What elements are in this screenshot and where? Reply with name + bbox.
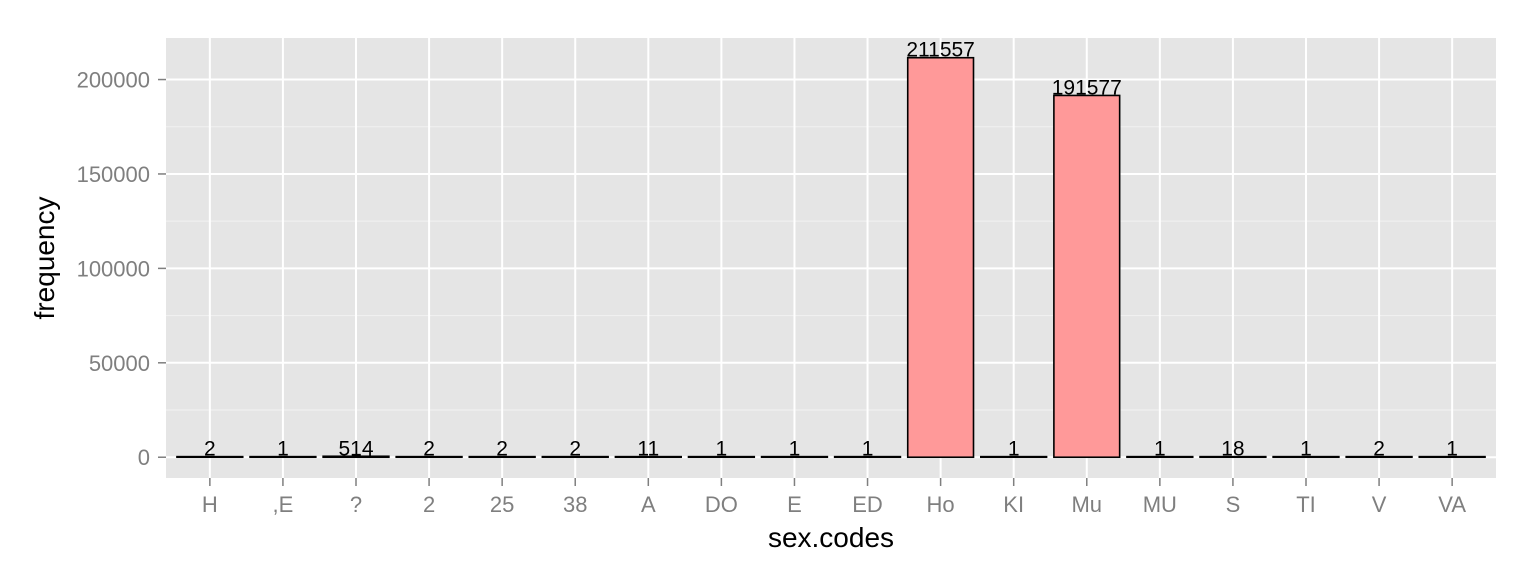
- major-gridlines: [166, 38, 1496, 478]
- bar: [687, 455, 756, 459]
- bar: [833, 455, 902, 459]
- x-tick-label: ,E: [273, 492, 294, 517]
- bar: [906, 56, 975, 459]
- data-label: 1: [789, 438, 801, 461]
- data-label: 191577: [1052, 76, 1122, 99]
- bar: [176, 455, 244, 459]
- x-tick-label: TI: [1296, 492, 1316, 517]
- bar: [1345, 455, 1413, 459]
- bar: [1126, 455, 1194, 459]
- bar: [322, 455, 390, 459]
- data-label: 1: [1300, 438, 1312, 461]
- data-label: 11: [637, 438, 659, 461]
- plot-panel: [166, 38, 1496, 478]
- bar: [468, 455, 536, 459]
- y-axis-title: frequency: [29, 197, 60, 320]
- data-label: 514: [338, 437, 373, 460]
- x-tick-label: 25: [490, 492, 514, 517]
- data-label: 1: [1008, 438, 1020, 461]
- bar: [249, 455, 317, 459]
- data-label: 1: [862, 438, 874, 461]
- data-label: 1: [1446, 438, 1458, 461]
- x-tick-label: DO: [705, 492, 738, 517]
- x-tick-label: H: [202, 492, 218, 517]
- data-label: 2: [1373, 438, 1385, 461]
- bar: [541, 455, 609, 459]
- data-label: 2: [423, 438, 435, 461]
- data-label: 211557: [906, 39, 975, 62]
- y-tick-label: 0: [138, 445, 150, 470]
- data-label: 2: [204, 438, 216, 461]
- bar: [1053, 94, 1121, 459]
- x-tick-label: Ho: [927, 492, 955, 517]
- x-axis: H ,E? 2 25 38 A DO E ED Ho KI Mu MU S TI V VA: [202, 478, 1466, 517]
- y-tick-label: 100000: [77, 256, 150, 281]
- y-tick-label: 150000: [77, 162, 150, 187]
- bar: [1199, 455, 1267, 459]
- bars: [176, 56, 1486, 459]
- bar: [614, 455, 682, 459]
- minor-gridlines: [166, 126, 1496, 411]
- x-axis-title: sex.codes: [768, 522, 894, 553]
- x-tick-label: E: [787, 492, 802, 517]
- x-tick-label: KI: [1003, 492, 1024, 517]
- x-tick-label: ?: [350, 492, 362, 517]
- bar: [980, 455, 1048, 459]
- y-tick-label: 50000: [89, 351, 150, 376]
- x-tick-label: MU: [1143, 492, 1177, 517]
- data-label: 18: [1221, 438, 1244, 461]
- x-tick-label: V: [1372, 492, 1387, 517]
- x-tick-label: VA: [1438, 492, 1466, 517]
- x-tick-label: 2: [423, 492, 435, 517]
- x-tick-label: ED: [852, 492, 883, 517]
- data-label: 1: [716, 438, 728, 461]
- x-tick-label: Mu: [1071, 492, 1102, 517]
- x-tick-label: A: [641, 492, 656, 517]
- x-tick-label: S: [1226, 492, 1241, 517]
- data-label: 2: [569, 438, 581, 461]
- bar: [760, 455, 829, 459]
- bar: [395, 455, 463, 459]
- data-label: 1: [277, 438, 289, 461]
- bar: [1418, 455, 1486, 459]
- y-tick-label: 200000: [77, 68, 150, 93]
- bar: [1272, 455, 1340, 459]
- x-tick-label: 38: [563, 492, 587, 517]
- data-label: 1: [1154, 438, 1166, 461]
- y-axis: 0 50000 100000 150000 200000: [77, 68, 166, 470]
- data-label: 2: [496, 438, 508, 461]
